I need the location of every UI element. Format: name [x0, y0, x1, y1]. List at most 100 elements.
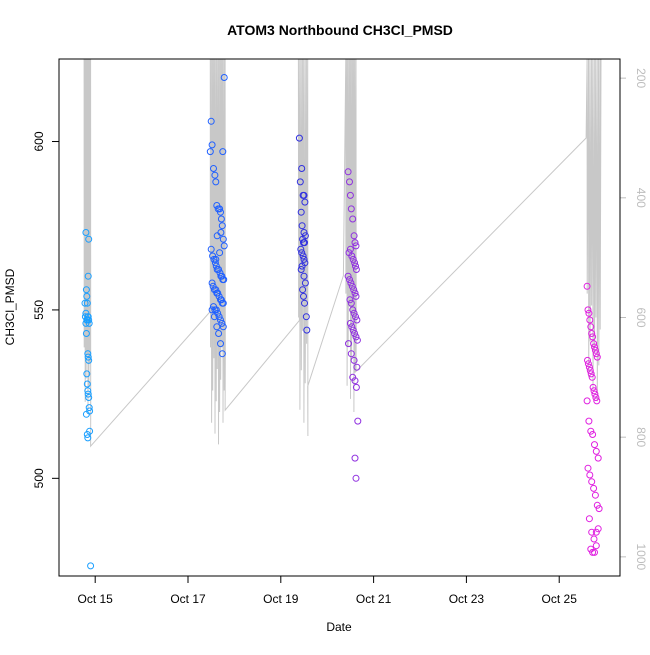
data-point [593, 397, 601, 405]
data-point [210, 165, 217, 172]
data-point [586, 316, 594, 324]
data-point [348, 323, 356, 331]
data-point [344, 168, 352, 176]
data-point [351, 259, 359, 267]
data-point [211, 259, 219, 267]
data-point [83, 370, 91, 378]
data-point [301, 299, 308, 307]
x-tick-label: Oct 23 [449, 592, 485, 606]
data-point [584, 306, 592, 314]
data-point [585, 309, 593, 317]
data-point [352, 383, 360, 391]
data-point [351, 454, 359, 462]
data-point [85, 356, 93, 364]
data-point [584, 360, 592, 368]
data-point [303, 326, 311, 334]
data-point [301, 239, 308, 247]
data-point [211, 171, 219, 179]
data-point [219, 148, 227, 156]
data-point [347, 205, 355, 213]
data-point [216, 249, 224, 257]
data-point [349, 215, 357, 223]
data-point [84, 387, 92, 395]
data-point [208, 279, 216, 287]
data-point [212, 255, 220, 263]
data-point [85, 394, 93, 401]
data-point [81, 299, 89, 307]
data-point [215, 330, 223, 337]
data-point [349, 306, 357, 314]
data-point [352, 333, 360, 341]
data-point [590, 387, 598, 395]
data-point [300, 272, 308, 280]
data-point [212, 178, 220, 186]
data-point [347, 350, 355, 358]
data-point [583, 397, 591, 405]
data-point [587, 323, 595, 331]
data-point [85, 316, 93, 324]
data-point [352, 262, 359, 270]
data-point [352, 313, 359, 321]
data-point [584, 356, 591, 364]
y-tick-label: 600 [32, 131, 46, 151]
data-point [212, 306, 220, 314]
data-point [210, 313, 218, 321]
data-point [591, 343, 598, 351]
data-point [82, 410, 90, 418]
data-point [85, 319, 93, 327]
data-point [208, 306, 216, 314]
data-point [352, 266, 360, 273]
data-point [217, 316, 224, 324]
data-point [351, 239, 359, 247]
data-point [591, 441, 598, 449]
data-point [220, 74, 228, 81]
data-point [590, 535, 598, 543]
data-point [84, 313, 92, 321]
chart-title: ATOM3 Northbound CH3Cl_PMSD [227, 22, 453, 38]
data-point [591, 390, 599, 398]
data-point [589, 383, 597, 391]
data-point [350, 232, 358, 240]
data-point [219, 235, 227, 243]
x-tick-label: Oct 21 [356, 592, 392, 606]
data-point [83, 380, 91, 388]
data-point [298, 165, 306, 172]
data-point [207, 117, 215, 125]
data-point [86, 427, 94, 435]
data-point [217, 229, 225, 236]
data-point [84, 434, 92, 442]
data-point [215, 266, 223, 273]
data-point [83, 292, 91, 300]
y-axis-label: CH3Cl_PMSD [3, 268, 17, 345]
data-point [295, 134, 303, 142]
data-point [301, 198, 309, 206]
data-point [297, 245, 305, 253]
data-point [590, 484, 598, 492]
data-point [345, 340, 352, 348]
data-point [592, 542, 600, 550]
x-axis-label: Date [326, 620, 352, 634]
data-point [592, 447, 600, 455]
data-point [585, 363, 593, 371]
data-point [299, 286, 307, 294]
data-point [593, 353, 601, 361]
data-point [218, 350, 226, 358]
data-point [299, 252, 307, 260]
data-point [217, 215, 225, 223]
data-point [207, 245, 215, 253]
data-point [84, 272, 92, 280]
data-point [302, 313, 310, 321]
data-point [300, 255, 308, 263]
data-point [352, 474, 360, 482]
data-point [216, 205, 224, 213]
data-point [298, 222, 306, 230]
data-point [300, 229, 308, 236]
data-point [589, 548, 597, 556]
data-point [208, 141, 216, 149]
data-point [83, 299, 91, 307]
data-point [593, 501, 601, 509]
data-point [218, 319, 226, 327]
data-point [206, 148, 214, 156]
y2-tick-label: 400 [634, 188, 648, 208]
